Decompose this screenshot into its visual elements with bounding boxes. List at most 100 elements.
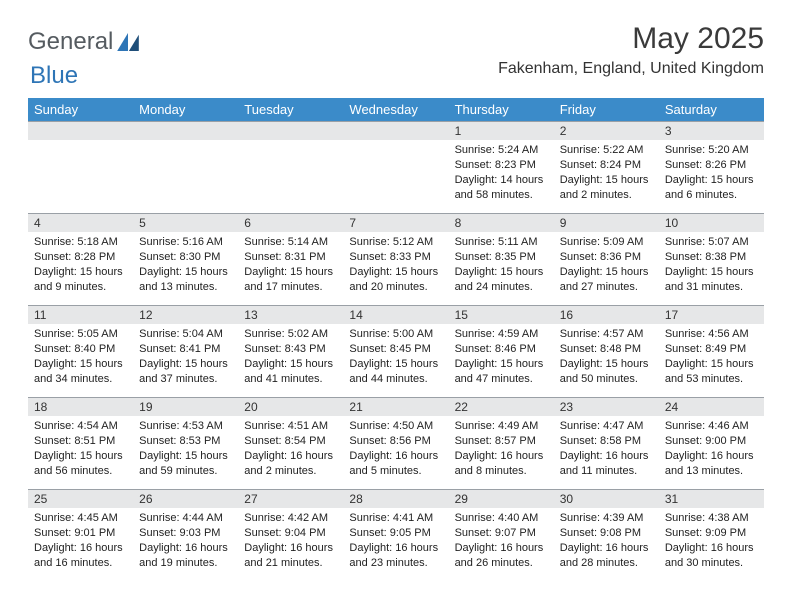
sunrise-line: Sunrise: 5:05 AM xyxy=(34,327,127,342)
weekday-header-cell: Thursday xyxy=(449,98,554,121)
sunset-line: Sunset: 9:08 PM xyxy=(560,526,653,541)
sunrise-line: Sunrise: 4:42 AM xyxy=(244,511,337,526)
day-details: Sunrise: 4:39 AMSunset: 9:08 PMDaylight:… xyxy=(554,508,659,576)
sunset-line: Sunset: 9:05 PM xyxy=(349,526,442,541)
day-details: Sunrise: 4:40 AMSunset: 9:07 PMDaylight:… xyxy=(449,508,554,576)
sunset-line: Sunset: 9:07 PM xyxy=(455,526,548,541)
day-number xyxy=(28,121,133,140)
calendar-day-cell: 15Sunrise: 4:59 AMSunset: 8:46 PMDayligh… xyxy=(449,305,554,397)
calendar-week-row: 4Sunrise: 5:18 AMSunset: 8:28 PMDaylight… xyxy=(28,213,764,305)
sunrise-line: Sunrise: 4:49 AM xyxy=(455,419,548,434)
location-subtitle: Fakenham, England, United Kingdom xyxy=(498,60,764,78)
calendar-weekday-header: SundayMondayTuesdayWednesdayThursdayFrid… xyxy=(28,98,764,121)
sunset-line: Sunset: 8:49 PM xyxy=(665,342,758,357)
sunrise-line: Sunrise: 4:54 AM xyxy=(34,419,127,434)
sunset-line: Sunset: 8:41 PM xyxy=(139,342,232,357)
calendar-day-cell: 25Sunrise: 4:45 AMSunset: 9:01 PMDayligh… xyxy=(28,489,133,581)
day-details: Sunrise: 4:45 AMSunset: 9:01 PMDaylight:… xyxy=(28,508,133,576)
calendar-day-cell xyxy=(238,121,343,213)
daylight-line: Daylight: 15 hours and 34 minutes. xyxy=(34,357,127,387)
sunset-line: Sunset: 8:56 PM xyxy=(349,434,442,449)
brand-text-general: General xyxy=(28,28,113,56)
day-number: 16 xyxy=(554,305,659,324)
weekday-header-cell: Wednesday xyxy=(343,98,448,121)
daylight-line: Daylight: 16 hours and 8 minutes. xyxy=(455,449,548,479)
day-number: 23 xyxy=(554,397,659,416)
day-details: Sunrise: 4:47 AMSunset: 8:58 PMDaylight:… xyxy=(554,416,659,484)
day-number: 8 xyxy=(449,213,554,232)
sunset-line: Sunset: 8:46 PM xyxy=(455,342,548,357)
day-number: 24 xyxy=(659,397,764,416)
sunset-line: Sunset: 8:35 PM xyxy=(455,250,548,265)
daylight-line: Daylight: 16 hours and 23 minutes. xyxy=(349,541,442,571)
sunrise-line: Sunrise: 4:46 AM xyxy=(665,419,758,434)
daylight-line: Daylight: 16 hours and 2 minutes. xyxy=(244,449,337,479)
day-number: 27 xyxy=(238,489,343,508)
day-number: 30 xyxy=(554,489,659,508)
calendar-day-cell: 27Sunrise: 4:42 AMSunset: 9:04 PMDayligh… xyxy=(238,489,343,581)
sunrise-line: Sunrise: 5:16 AM xyxy=(139,235,232,250)
brand-text-blue: Blue xyxy=(30,62,78,89)
day-details: Sunrise: 4:49 AMSunset: 8:57 PMDaylight:… xyxy=(449,416,554,484)
daylight-line: Daylight: 15 hours and 6 minutes. xyxy=(665,173,758,203)
brand-triangle-icon xyxy=(117,33,139,51)
day-details: Sunrise: 4:38 AMSunset: 9:09 PMDaylight:… xyxy=(659,508,764,576)
daylight-line: Daylight: 15 hours and 37 minutes. xyxy=(139,357,232,387)
sunrise-line: Sunrise: 5:00 AM xyxy=(349,327,442,342)
calendar-day-cell: 14Sunrise: 5:00 AMSunset: 8:45 PMDayligh… xyxy=(343,305,448,397)
sunset-line: Sunset: 8:57 PM xyxy=(455,434,548,449)
day-details: Sunrise: 5:12 AMSunset: 8:33 PMDaylight:… xyxy=(343,232,448,300)
day-number: 22 xyxy=(449,397,554,416)
day-details: Sunrise: 4:53 AMSunset: 8:53 PMDaylight:… xyxy=(133,416,238,484)
daylight-line: Daylight: 16 hours and 13 minutes. xyxy=(665,449,758,479)
sunrise-line: Sunrise: 4:51 AM xyxy=(244,419,337,434)
day-details: Sunrise: 5:04 AMSunset: 8:41 PMDaylight:… xyxy=(133,324,238,392)
day-details: Sunrise: 5:11 AMSunset: 8:35 PMDaylight:… xyxy=(449,232,554,300)
calendar-day-cell: 30Sunrise: 4:39 AMSunset: 9:08 PMDayligh… xyxy=(554,489,659,581)
daylight-line: Daylight: 15 hours and 56 minutes. xyxy=(34,449,127,479)
day-number: 4 xyxy=(28,213,133,232)
day-details: Sunrise: 4:59 AMSunset: 8:46 PMDaylight:… xyxy=(449,324,554,392)
sunrise-line: Sunrise: 5:14 AM xyxy=(244,235,337,250)
calendar-day-cell: 6Sunrise: 5:14 AMSunset: 8:31 PMDaylight… xyxy=(238,213,343,305)
sunset-line: Sunset: 8:53 PM xyxy=(139,434,232,449)
day-details: Sunrise: 5:07 AMSunset: 8:38 PMDaylight:… xyxy=(659,232,764,300)
calendar-day-cell: 29Sunrise: 4:40 AMSunset: 9:07 PMDayligh… xyxy=(449,489,554,581)
day-number: 3 xyxy=(659,121,764,140)
calendar-day-cell xyxy=(28,121,133,213)
day-details: Sunrise: 5:00 AMSunset: 8:45 PMDaylight:… xyxy=(343,324,448,392)
calendar-day-cell: 16Sunrise: 4:57 AMSunset: 8:48 PMDayligh… xyxy=(554,305,659,397)
day-details: Sunrise: 4:56 AMSunset: 8:49 PMDaylight:… xyxy=(659,324,764,392)
sunrise-line: Sunrise: 5:02 AM xyxy=(244,327,337,342)
day-number: 29 xyxy=(449,489,554,508)
daylight-line: Daylight: 15 hours and 31 minutes. xyxy=(665,265,758,295)
day-number: 26 xyxy=(133,489,238,508)
day-number: 31 xyxy=(659,489,764,508)
calendar-table: SundayMondayTuesdayWednesdayThursdayFrid… xyxy=(28,98,764,581)
day-details: Sunrise: 5:16 AMSunset: 8:30 PMDaylight:… xyxy=(133,232,238,300)
day-number: 17 xyxy=(659,305,764,324)
day-details: Sunrise: 4:50 AMSunset: 8:56 PMDaylight:… xyxy=(343,416,448,484)
day-number xyxy=(343,121,448,140)
day-details: Sunrise: 4:42 AMSunset: 9:04 PMDaylight:… xyxy=(238,508,343,576)
daylight-line: Daylight: 16 hours and 11 minutes. xyxy=(560,449,653,479)
sunset-line: Sunset: 8:40 PM xyxy=(34,342,127,357)
brand-logo: General xyxy=(28,28,119,56)
day-number: 18 xyxy=(28,397,133,416)
sunrise-line: Sunrise: 5:09 AM xyxy=(560,235,653,250)
daylight-line: Daylight: 16 hours and 21 minutes. xyxy=(244,541,337,571)
day-number: 25 xyxy=(28,489,133,508)
calendar-day-cell: 13Sunrise: 5:02 AMSunset: 8:43 PMDayligh… xyxy=(238,305,343,397)
sunrise-line: Sunrise: 4:45 AM xyxy=(34,511,127,526)
calendar-day-cell: 18Sunrise: 4:54 AMSunset: 8:51 PMDayligh… xyxy=(28,397,133,489)
calendar-day-cell: 28Sunrise: 4:41 AMSunset: 9:05 PMDayligh… xyxy=(343,489,448,581)
calendar-day-cell xyxy=(343,121,448,213)
day-details: Sunrise: 5:20 AMSunset: 8:26 PMDaylight:… xyxy=(659,140,764,208)
day-details: Sunrise: 4:54 AMSunset: 8:51 PMDaylight:… xyxy=(28,416,133,484)
daylight-line: Daylight: 16 hours and 26 minutes. xyxy=(455,541,548,571)
weekday-header-cell: Friday xyxy=(554,98,659,121)
day-number: 20 xyxy=(238,397,343,416)
sunset-line: Sunset: 8:51 PM xyxy=(34,434,127,449)
calendar-day-cell: 19Sunrise: 4:53 AMSunset: 8:53 PMDayligh… xyxy=(133,397,238,489)
sunset-line: Sunset: 9:00 PM xyxy=(665,434,758,449)
